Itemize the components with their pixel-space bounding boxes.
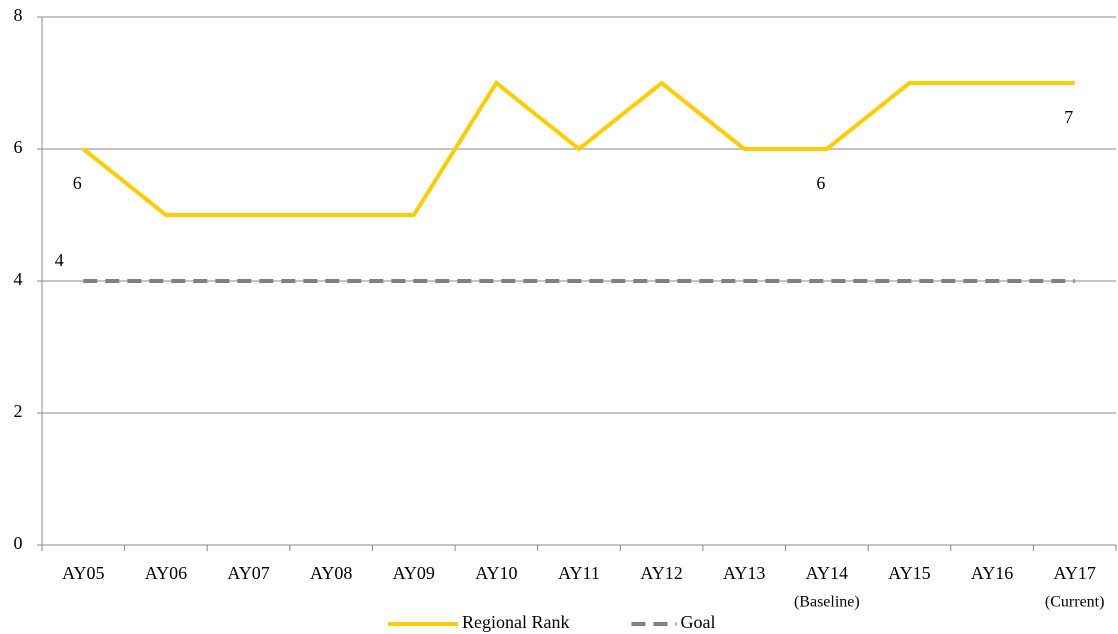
x-tick-label: AY09 [393, 563, 435, 583]
x-tick-label: AY17 [1054, 563, 1096, 583]
x-tick-label: AY05 [62, 563, 104, 583]
legend-label: Goal [680, 612, 715, 632]
x-tick-label: AY06 [145, 563, 187, 583]
x-tick-label: AY12 [640, 563, 682, 583]
x-tick-label: AY11 [558, 563, 600, 583]
y-tick-label: 8 [14, 5, 23, 25]
y-tick-label: 4 [14, 269, 23, 289]
y-tick-label: 6 [14, 137, 23, 157]
x-tick-label: AY15 [888, 563, 930, 583]
annotation: (Baseline) [794, 594, 860, 611]
x-tick-label: AY14 [806, 563, 848, 583]
x-tick-label: AY10 [475, 563, 517, 583]
x-tick-label: AY08 [310, 563, 352, 583]
x-tick-label: AY07 [227, 563, 269, 583]
legend-label: Regional Rank [462, 612, 569, 632]
annotation: (Current) [1045, 594, 1105, 611]
x-tick-label: AY16 [971, 563, 1013, 583]
data-label: 6 [816, 173, 825, 193]
series-line [82, 80, 1075, 217]
data-label: 7 [1064, 107, 1073, 127]
x-tick-label: AY13 [723, 563, 765, 583]
y-tick-label: 0 [14, 533, 23, 553]
y-tick-label: 2 [14, 401, 23, 421]
data-label: 4 [55, 250, 64, 270]
data-label: 6 [73, 173, 82, 193]
